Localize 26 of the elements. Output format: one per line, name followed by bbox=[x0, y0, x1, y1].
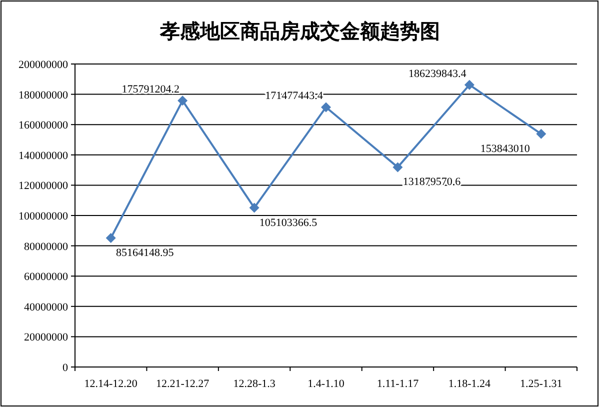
title: 孝感地区商品房成交金额趋势图 bbox=[160, 21, 440, 43]
y-tick-label: 80000000 bbox=[24, 240, 68, 253]
point bbox=[321, 102, 331, 112]
point bbox=[392, 162, 403, 172]
point bbox=[464, 80, 474, 90]
x-tick-label: 1.18-1.24 bbox=[448, 378, 492, 390]
x-tick-label: 1.25-1.31 bbox=[520, 378, 562, 390]
y-tick-label: 120000000 bbox=[18, 180, 68, 192]
y-tick-label: 140000000 bbox=[18, 150, 68, 162]
y-tick-label: 0 bbox=[62, 362, 68, 374]
y-tick-label: 160000000 bbox=[18, 120, 68, 132]
x-tick-label: 12.28-1.3 bbox=[233, 378, 276, 390]
x-tick-label: 12.14-12.20 bbox=[84, 378, 138, 390]
x-tick-label: 1.4-1.10 bbox=[308, 378, 345, 390]
x-tick-label: 1.11-1.17 bbox=[376, 378, 420, 390]
y-tick-label: 40000000 bbox=[24, 301, 68, 314]
x-tick-label: 12.21-12.27 bbox=[156, 378, 210, 390]
y-tick-label: 60000000 bbox=[24, 271, 68, 284]
y-tick-label: 200000000 bbox=[18, 59, 68, 71]
point bbox=[249, 202, 260, 213]
y-tick-label: 20000000 bbox=[24, 332, 68, 344]
point bbox=[106, 232, 116, 243]
point bbox=[178, 96, 188, 106]
y-tick-label: 100000000 bbox=[18, 210, 68, 222]
point bbox=[536, 128, 546, 139]
y-tick-label: 180000000 bbox=[18, 89, 68, 102]
